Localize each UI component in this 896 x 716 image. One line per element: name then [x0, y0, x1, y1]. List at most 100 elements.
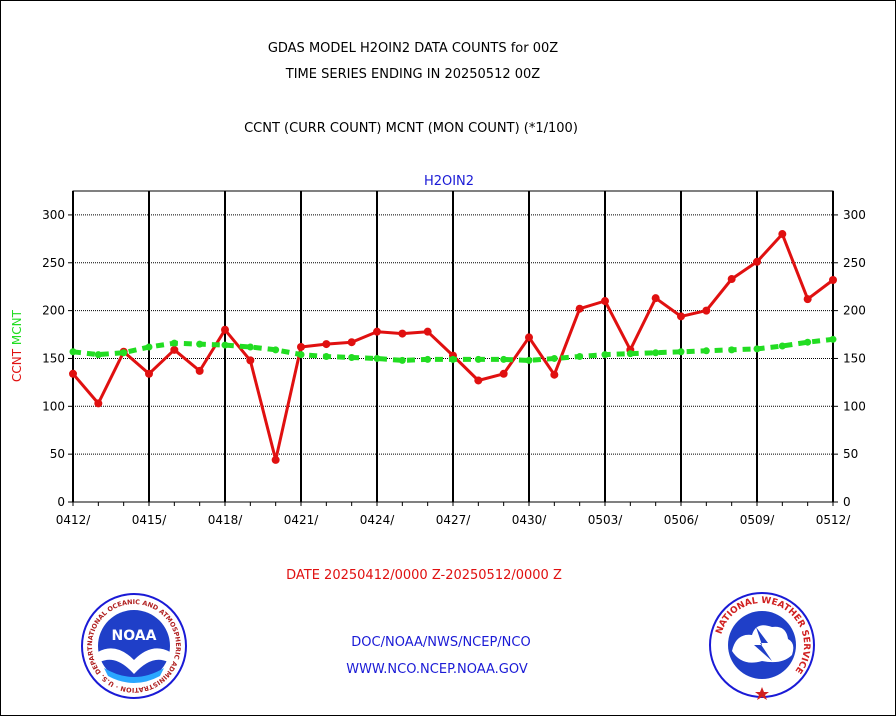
- noaa-logo-text: NOAA: [112, 628, 157, 644]
- x-tick-label: 0512/: [816, 513, 852, 527]
- nws-logo: NATIONAL WEATHER SERVICE: [709, 592, 815, 700]
- y-axis-label-ccnt: CCNT: [10, 348, 24, 382]
- point-mcnt: [550, 354, 558, 362]
- point-mcnt: [449, 355, 457, 363]
- point-mcnt: [525, 356, 533, 364]
- point-mcnt: [778, 342, 786, 350]
- point-mcnt: [753, 345, 761, 353]
- point-mcnt: [322, 353, 330, 361]
- point-mcnt: [601, 351, 609, 359]
- x-tick-label: 0418/: [208, 513, 244, 527]
- point-ccnt: [499, 369, 508, 378]
- point-ccnt: [753, 257, 761, 266]
- header-line-2: TIME SERIES ENDING IN 20250512 00Z: [285, 67, 541, 82]
- point-ccnt: [702, 306, 711, 315]
- point-ccnt: [727, 275, 736, 284]
- point-ccnt: [829, 275, 837, 284]
- point-ccnt: [651, 294, 660, 303]
- x-tick-label: 0421/: [284, 513, 320, 527]
- point-mcnt: [170, 339, 178, 347]
- point-ccnt: [195, 366, 204, 375]
- point-ccnt: [347, 338, 356, 347]
- plot-area: 0 0 50 50 100 100 150 150 200 200 250 250 300 300 0412…: [42, 190, 866, 527]
- point-ccnt: [246, 356, 255, 365]
- y-tick-label: 0: [843, 495, 851, 509]
- x-tick-label: 0424/: [360, 513, 396, 527]
- point-mcnt: [69, 348, 77, 356]
- point-mcnt: [145, 343, 153, 351]
- x-tick-label: 0503/: [588, 513, 624, 527]
- point-mcnt: [297, 351, 305, 359]
- point-ccnt: [474, 376, 483, 385]
- x-tick-label: 0427/: [436, 513, 472, 527]
- point-mcnt: [246, 343, 254, 351]
- point-ccnt: [69, 369, 77, 378]
- point-mcnt: [626, 350, 634, 358]
- y-tick-label: 150: [42, 351, 65, 365]
- chart-title: H2OIN2: [424, 174, 474, 189]
- agency-label: DOC/NOAA/NWS/NCEP/NCO: [351, 635, 530, 650]
- point-mcnt: [804, 338, 812, 346]
- point-mcnt: [474, 355, 482, 363]
- plot-border: [72, 190, 834, 503]
- y-tick-label: 200: [843, 304, 866, 318]
- x-tick-label: 0415/: [132, 513, 168, 527]
- noaa-logo: NATIONAL OCEANIC AND ATMOSPHERIC ADMINIS…: [81, 593, 187, 699]
- y-axis-label: CCNT MCNT: [10, 309, 24, 382]
- point-mcnt: [652, 349, 660, 357]
- y-tick-label: 50: [50, 447, 65, 461]
- point-mcnt: [120, 349, 128, 357]
- y-tick-label: 150: [843, 351, 866, 365]
- date-range-label: DATE 20250412/0000 Z-20250512/0000 Z: [286, 568, 562, 583]
- url-link[interactable]: WWW.NCO.NCEP.NOAA.GOV: [346, 662, 528, 677]
- x-tick-label: 0430/: [512, 513, 548, 527]
- point-ccnt: [170, 345, 179, 354]
- x-tick-label: 0412/: [56, 513, 92, 527]
- y-tick-label: 250: [843, 256, 866, 270]
- point-ccnt: [550, 370, 559, 379]
- point-ccnt: [297, 342, 305, 351]
- point-ccnt: [677, 312, 685, 321]
- y-axis-label-mcnt: MCNT: [10, 309, 24, 349]
- point-mcnt: [196, 340, 204, 348]
- point-ccnt: [221, 325, 229, 334]
- point-ccnt: [601, 297, 609, 306]
- point-ccnt: [803, 295, 812, 304]
- y-tick-label: 100: [42, 399, 65, 413]
- y-tick-label: 200: [42, 304, 65, 318]
- header-line-3: CCNT (CURR COUNT) MCNT (MON COUNT) (*1/1…: [244, 121, 578, 136]
- point-ccnt: [778, 230, 787, 239]
- y-tick-label: 250: [42, 256, 65, 270]
- point-mcnt: [348, 354, 356, 362]
- point-mcnt: [398, 356, 406, 364]
- point-ccnt: [575, 304, 584, 313]
- point-mcnt: [272, 346, 280, 354]
- point-mcnt: [576, 353, 584, 361]
- point-ccnt: [373, 327, 381, 336]
- svg-text:CCNT MCNT: CCNT MCNT: [10, 309, 24, 382]
- point-ccnt: [322, 340, 331, 349]
- point-mcnt: [94, 351, 102, 359]
- point-mcnt: [829, 335, 837, 343]
- point-mcnt: [500, 355, 508, 363]
- point-mcnt: [677, 348, 685, 356]
- point-ccnt: [398, 329, 407, 338]
- point-ccnt: [423, 327, 432, 336]
- y-tick-label: 300: [42, 208, 65, 222]
- point-ccnt: [525, 333, 533, 342]
- y-tick-label: 300: [843, 208, 866, 222]
- y-tick-label: 0: [57, 495, 65, 509]
- point-ccnt: [271, 455, 280, 464]
- point-mcnt: [221, 341, 229, 349]
- header-line-1: GDAS MODEL H2OIN2 DATA COUNTS for 00Z: [268, 41, 558, 56]
- point-mcnt: [702, 347, 710, 355]
- y-tick-label: 100: [843, 399, 866, 413]
- point-ccnt: [94, 399, 103, 408]
- point-mcnt: [373, 354, 381, 362]
- point-mcnt: [424, 355, 432, 363]
- point-mcnt: [728, 346, 736, 354]
- x-tick-label: 0506/: [664, 513, 700, 527]
- y-tick-label: 50: [843, 447, 858, 461]
